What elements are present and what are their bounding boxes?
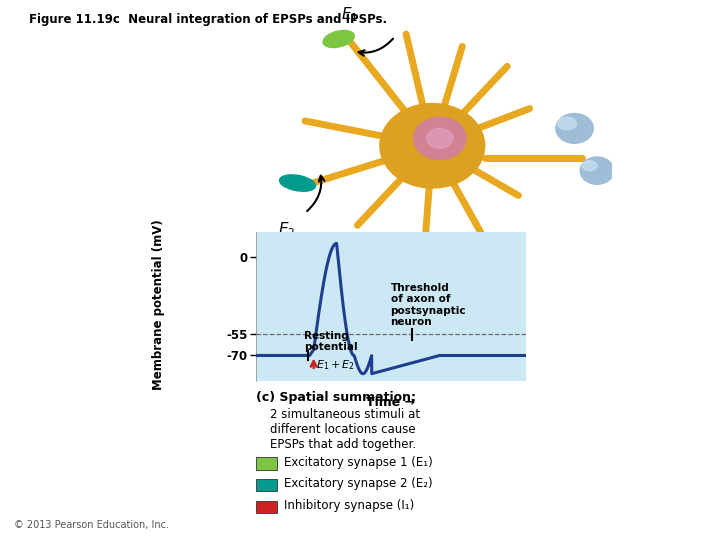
Text: $E_1 + E_2$: $E_1 + E_2$ (316, 358, 356, 372)
Ellipse shape (323, 30, 354, 48)
Text: (c) Spatial summation:: (c) Spatial summation: (256, 392, 415, 404)
Ellipse shape (582, 161, 597, 171)
Text: © 2013 Pearson Education, Inc.: © 2013 Pearson Education, Inc. (14, 520, 169, 530)
Text: Inhibitory synapse (I₁): Inhibitory synapse (I₁) (284, 499, 415, 512)
Ellipse shape (580, 157, 614, 184)
Text: Excitatory synapse 2 (E₂): Excitatory synapse 2 (E₂) (284, 477, 433, 490)
Text: Membrane potential (mV): Membrane potential (mV) (152, 220, 165, 390)
Text: Resting
potential: Resting potential (304, 330, 358, 352)
Ellipse shape (380, 104, 485, 188)
Ellipse shape (427, 129, 453, 148)
Ellipse shape (556, 113, 593, 143)
Text: Figure 11.19c  Neural integration of EPSPs and IPSPs.: Figure 11.19c Neural integration of EPSP… (29, 14, 387, 26)
Ellipse shape (558, 117, 577, 130)
Text: 2 simultaneous stimuli at
different locations cause
EPSPs that add together.: 2 simultaneous stimuli at different loca… (270, 408, 420, 451)
Text: $E_1$: $E_1$ (341, 5, 359, 24)
Ellipse shape (279, 175, 315, 191)
Text: Time →: Time → (366, 396, 415, 409)
Ellipse shape (413, 117, 466, 159)
Text: $E_2$: $E_2$ (278, 220, 295, 239)
Text: Excitatory synapse 1 (E₁): Excitatory synapse 1 (E₁) (284, 456, 433, 469)
Text: Threshold
of axon of
postsynaptic
neuron: Threshold of axon of postsynaptic neuron (391, 282, 467, 327)
